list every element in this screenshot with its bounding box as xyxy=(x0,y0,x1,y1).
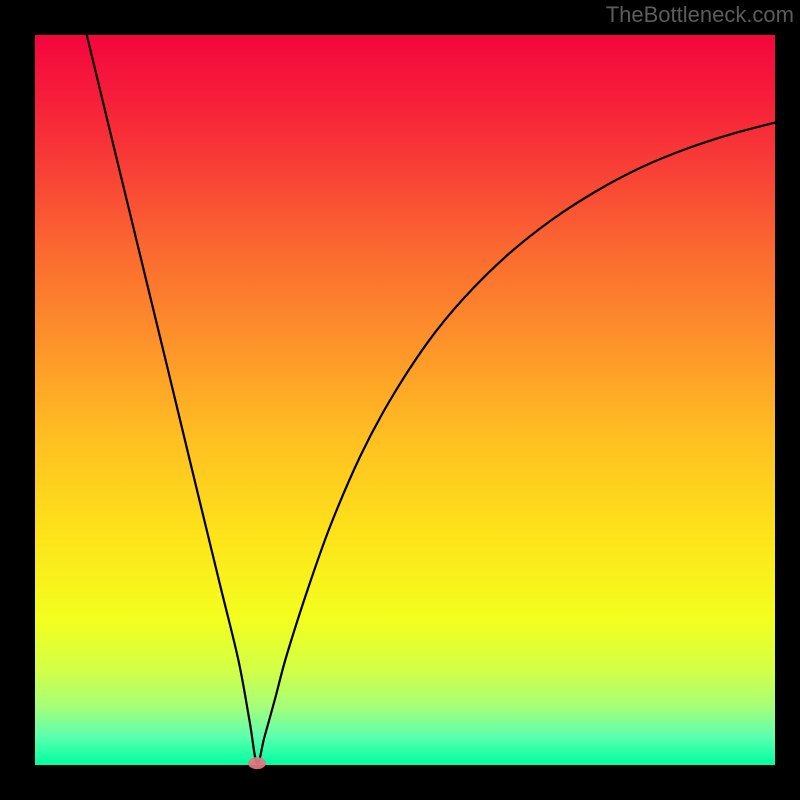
plot-svg xyxy=(0,0,800,800)
attribution-text: TheBottleneck.com xyxy=(606,2,794,28)
minimum-marker xyxy=(248,757,266,769)
gradient-background xyxy=(35,35,775,765)
chart-root: TheBottleneck.com xyxy=(0,0,800,800)
attribution-label: TheBottleneck.com xyxy=(606,2,794,27)
